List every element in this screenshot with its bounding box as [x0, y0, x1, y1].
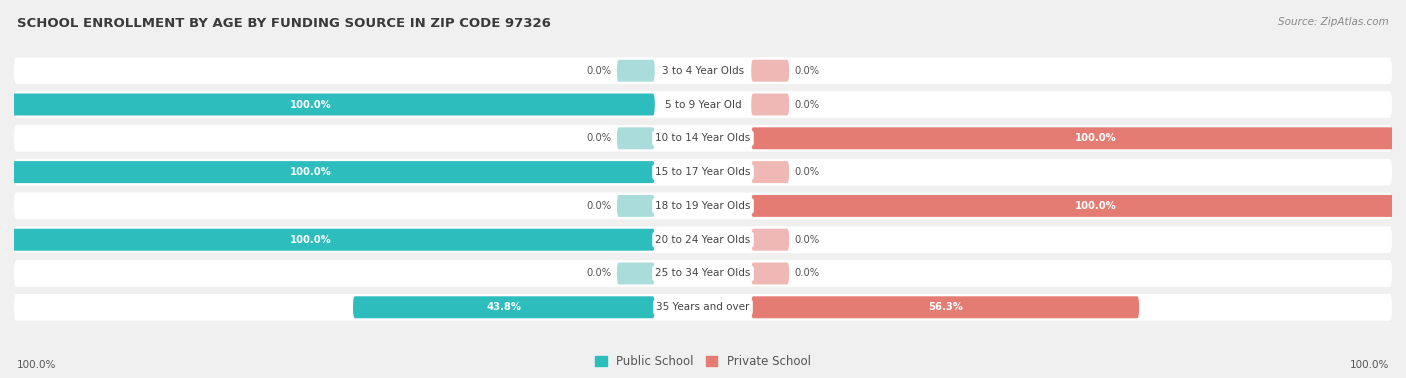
- Legend: Public School, Private School: Public School, Private School: [591, 350, 815, 373]
- FancyBboxPatch shape: [751, 93, 789, 116]
- FancyBboxPatch shape: [14, 159, 1392, 186]
- Text: 15 to 17 Year Olds: 15 to 17 Year Olds: [655, 167, 751, 177]
- Text: SCHOOL ENROLLMENT BY AGE BY FUNDING SOURCE IN ZIP CODE 97326: SCHOOL ENROLLMENT BY AGE BY FUNDING SOUR…: [17, 17, 551, 30]
- FancyBboxPatch shape: [14, 125, 1392, 152]
- Text: 20 to 24 Year Olds: 20 to 24 Year Olds: [655, 235, 751, 245]
- FancyBboxPatch shape: [14, 57, 1392, 84]
- Text: 100.0%: 100.0%: [290, 167, 332, 177]
- Text: 0.0%: 0.0%: [794, 66, 820, 76]
- Text: 100.0%: 100.0%: [1074, 133, 1116, 143]
- FancyBboxPatch shape: [751, 127, 1406, 149]
- FancyBboxPatch shape: [617, 60, 655, 82]
- Text: 0.0%: 0.0%: [794, 99, 820, 110]
- FancyBboxPatch shape: [751, 195, 1406, 217]
- Text: 3 to 4 Year Olds: 3 to 4 Year Olds: [662, 66, 744, 76]
- Text: 18 to 19 Year Olds: 18 to 19 Year Olds: [655, 201, 751, 211]
- Text: 0.0%: 0.0%: [794, 235, 820, 245]
- Text: 35 Years and over: 35 Years and over: [657, 302, 749, 312]
- Text: 100.0%: 100.0%: [17, 361, 56, 370]
- FancyBboxPatch shape: [0, 161, 655, 183]
- FancyBboxPatch shape: [751, 161, 789, 183]
- Text: 100.0%: 100.0%: [1074, 201, 1116, 211]
- FancyBboxPatch shape: [14, 192, 1392, 219]
- Text: 0.0%: 0.0%: [586, 201, 612, 211]
- Text: 0.0%: 0.0%: [794, 167, 820, 177]
- Text: 0.0%: 0.0%: [586, 133, 612, 143]
- FancyBboxPatch shape: [751, 262, 789, 285]
- Text: 10 to 14 Year Olds: 10 to 14 Year Olds: [655, 133, 751, 143]
- Text: 43.8%: 43.8%: [486, 302, 522, 312]
- Text: 0.0%: 0.0%: [586, 268, 612, 279]
- FancyBboxPatch shape: [353, 296, 655, 318]
- Text: 5 to 9 Year Old: 5 to 9 Year Old: [665, 99, 741, 110]
- Text: 0.0%: 0.0%: [586, 66, 612, 76]
- Text: Source: ZipAtlas.com: Source: ZipAtlas.com: [1278, 17, 1389, 27]
- FancyBboxPatch shape: [0, 229, 655, 251]
- Text: 100.0%: 100.0%: [290, 99, 332, 110]
- FancyBboxPatch shape: [14, 226, 1392, 253]
- FancyBboxPatch shape: [14, 91, 1392, 118]
- Text: 56.3%: 56.3%: [928, 302, 963, 312]
- FancyBboxPatch shape: [617, 127, 655, 149]
- FancyBboxPatch shape: [617, 195, 655, 217]
- FancyBboxPatch shape: [14, 294, 1392, 321]
- Text: 25 to 34 Year Olds: 25 to 34 Year Olds: [655, 268, 751, 279]
- Text: 100.0%: 100.0%: [1350, 361, 1389, 370]
- Text: 100.0%: 100.0%: [290, 235, 332, 245]
- Text: 0.0%: 0.0%: [794, 268, 820, 279]
- FancyBboxPatch shape: [751, 229, 789, 251]
- FancyBboxPatch shape: [617, 262, 655, 285]
- FancyBboxPatch shape: [14, 260, 1392, 287]
- FancyBboxPatch shape: [751, 60, 789, 82]
- FancyBboxPatch shape: [751, 296, 1139, 318]
- FancyBboxPatch shape: [0, 93, 655, 116]
